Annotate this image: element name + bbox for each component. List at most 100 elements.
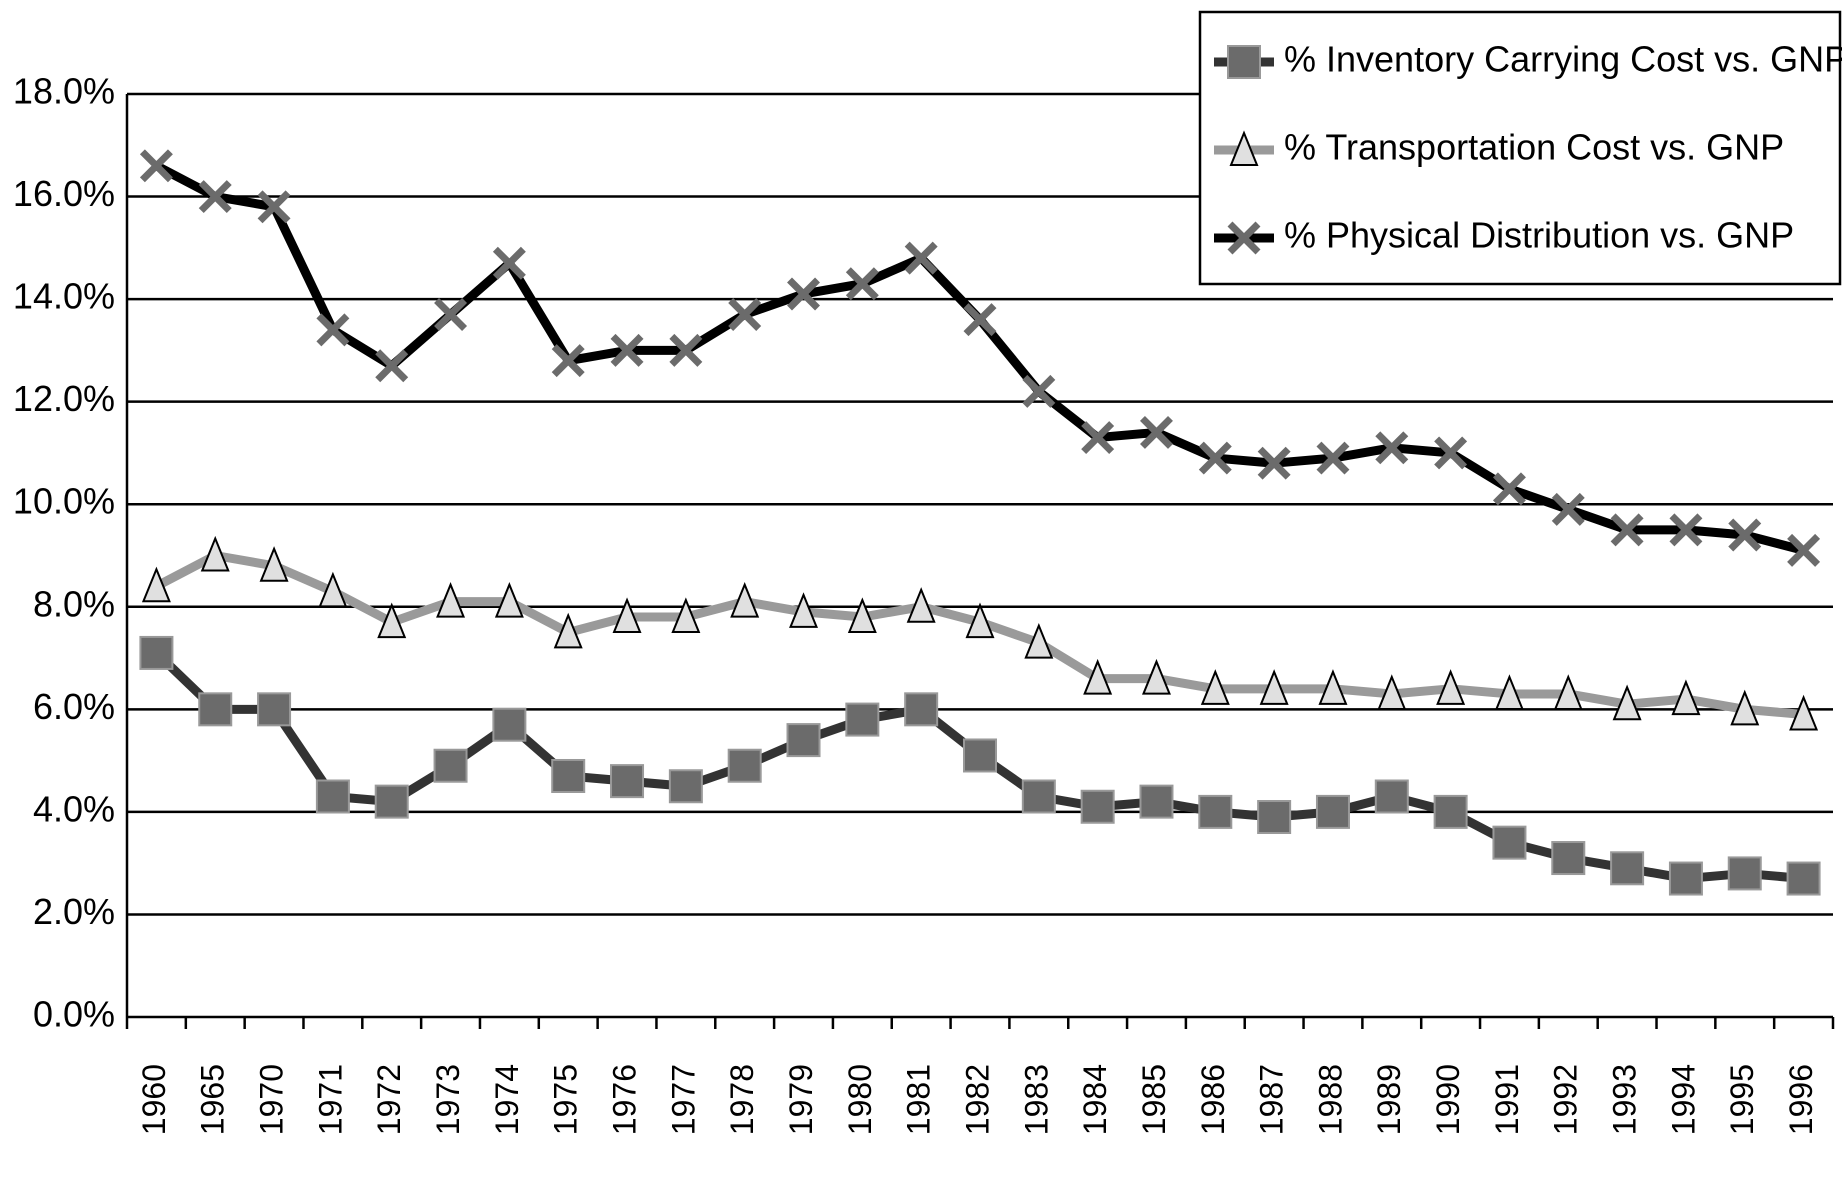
data-point [1198,794,1233,829]
x-tick-label: 1994 [1665,1064,1701,1135]
y-tick-label: 6.0% [33,686,115,727]
data-point [492,707,527,742]
data-point [1139,784,1174,819]
data-point [257,692,292,727]
y-tick-label: 14.0% [13,276,115,317]
data-point [1141,658,1171,695]
x-tick-label: 1974 [489,1064,525,1135]
data-point [1730,689,1760,726]
data-point [786,723,821,758]
data-point [669,333,703,367]
data-point [315,779,350,814]
data-point [1434,436,1468,470]
data-point [1551,492,1585,526]
data-point [1789,694,1819,731]
x-tick-label: 1990 [1430,1064,1466,1135]
x-tick-label: 1991 [1489,1064,1525,1135]
data-point [551,758,586,793]
y-tick-label: 12.0% [13,378,115,419]
x-tick-label: 1982 [959,1064,995,1135]
x-tick-label: 1977 [665,1064,701,1135]
legend-marker [1227,45,1261,79]
data-point [787,277,820,311]
data-point [1198,441,1232,475]
data-point [1610,513,1644,547]
data-point [494,581,524,618]
y-tick-label: 18.0% [13,71,115,112]
data-point [1610,851,1645,886]
x-tick-label: 1971 [312,1064,348,1135]
x-tick-label: 1995 [1724,1064,1760,1135]
x-tick-label: 1989 [1371,1064,1407,1135]
data-point [1433,794,1468,829]
data-point [906,587,936,623]
legend-marker [1229,130,1259,166]
data-point [1080,789,1115,824]
data-point [612,597,642,634]
data-point [845,267,879,301]
data-point [1787,533,1821,567]
data-point [139,635,174,670]
data-point [1727,856,1762,891]
data-point [1259,669,1289,705]
data-point [1024,623,1054,659]
data-point [1671,679,1701,716]
data-point [789,592,819,628]
data-point [847,597,877,634]
x-tick-label: 1970 [254,1064,290,1135]
data-point [1140,415,1173,449]
legend-label: % Physical Distribution vs. GNP [1284,215,1794,256]
data-point [257,190,291,224]
data-point [198,692,233,727]
data-point [728,298,762,331]
data-point [1257,800,1292,835]
data-point [904,692,939,727]
data-point [141,566,171,603]
x-tick-label: 1976 [606,1064,642,1135]
data-point [434,298,468,331]
data-point [1316,441,1350,475]
data-point [1081,421,1115,455]
x-tick-label: 1993 [1607,1064,1643,1135]
data-point [374,784,409,819]
data-point [316,313,350,347]
x-tick-label: 1992 [1548,1064,1584,1135]
data-point [610,333,644,367]
y-tick-label: 0.0% [33,994,115,1035]
data-point [1377,674,1407,710]
data-point [1436,669,1466,705]
data-point [668,769,703,804]
data-point [963,303,997,337]
x-tick-label: 1980 [842,1064,878,1135]
x-tick-label: 1986 [1195,1064,1231,1135]
data-point [1494,674,1524,710]
x-tick-label: 1979 [783,1064,819,1135]
data-point [727,748,762,783]
x-tick-label: 1983 [1018,1064,1054,1135]
data-point [1551,841,1586,876]
data-point [1668,861,1703,896]
y-tick-label: 8.0% [33,583,115,624]
data-point [1492,472,1526,506]
data-point [551,344,585,378]
data-point [904,241,938,275]
data-point [1375,431,1409,465]
x-tick-label: 1996 [1783,1064,1819,1135]
legend-label: % Transportation Cost vs. GNP [1284,127,1784,168]
data-point [730,581,760,618]
data-point [1318,669,1348,705]
x-tick-label: 1985 [1136,1064,1172,1135]
data-point [198,180,232,214]
data-point [1728,518,1762,552]
data-point [1021,779,1056,814]
data-point [1612,684,1642,721]
x-tick-label: 1965 [195,1064,231,1135]
legend-label: % Inventory Carrying Cost vs. GNP [1284,39,1842,80]
x-tick-label: 1973 [430,1064,466,1135]
data-point [671,597,701,634]
data-point [1492,825,1527,860]
data-point [259,546,289,582]
data-point [1374,779,1409,814]
